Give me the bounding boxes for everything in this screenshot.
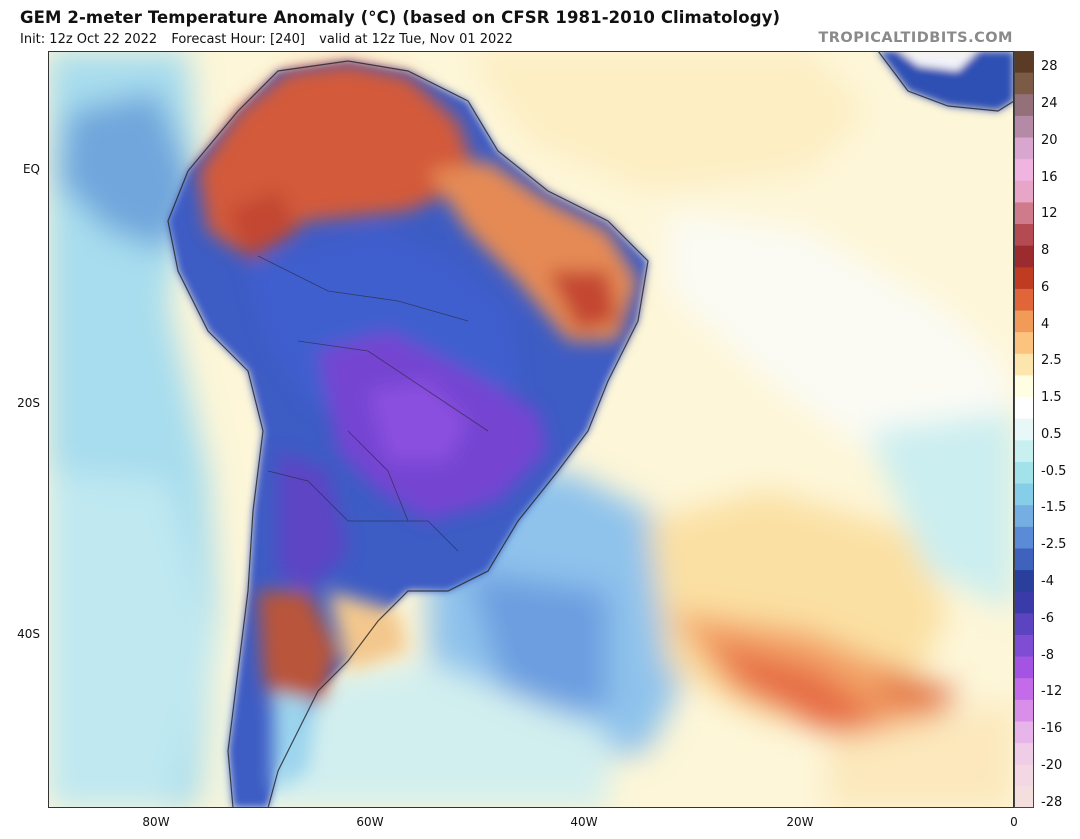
forecast-hour: Forecast Hour: [240] <box>171 32 306 47</box>
lat-label-40s: 40S <box>17 627 40 641</box>
colorbar-swatch <box>1014 267 1034 290</box>
colorbar-swatch <box>1014 764 1034 787</box>
colorbar-swatch <box>1014 310 1034 333</box>
lat-label-20s: 20S <box>17 396 40 410</box>
colorbar-label: 8 <box>1041 243 1050 259</box>
colorbar-label: -4 <box>1041 573 1054 589</box>
colorbar-swatch <box>1014 548 1034 571</box>
colorbar-swatch <box>1014 418 1034 441</box>
colorbar-label: -0.5 <box>1041 463 1067 479</box>
colorbar-swatch <box>1014 137 1034 160</box>
colorbar-swatch <box>1014 51 1034 74</box>
colorbar-swatch <box>1014 375 1034 398</box>
africa-corner <box>878 51 1014 111</box>
lon-label-0: 0 <box>1010 815 1018 829</box>
colorbar-swatch <box>1014 461 1034 485</box>
colorbar-label: -1.5 <box>1041 500 1067 516</box>
lat-label-eq: EQ <box>22 162 40 176</box>
colorbar-label: 28 <box>1041 59 1058 75</box>
anomaly-map <box>48 51 1014 808</box>
colorbar-label: -20 <box>1041 757 1063 773</box>
colorbar-label: -16 <box>1041 721 1063 737</box>
colorbar-swatch <box>1014 332 1034 355</box>
colorbar-swatch <box>1014 440 1034 463</box>
colorbar-label: 1.5 <box>1041 390 1062 406</box>
colorbar-swatch <box>1014 743 1034 766</box>
colorbar-swatch <box>1014 483 1034 506</box>
colorbar-swatch <box>1014 721 1034 744</box>
africa-coastline <box>877 51 1014 112</box>
map-title: GEM 2-meter Temperature Anomaly (°C) (ba… <box>20 8 781 27</box>
colorbar-label: -2.5 <box>1041 537 1067 553</box>
colorbar-swatch <box>1014 526 1034 549</box>
site-credit: TROPICALTIDBITS.COM <box>818 30 1013 46</box>
colorbar-label: 20 <box>1041 132 1058 148</box>
colorbar-swatch <box>1014 613 1034 636</box>
colorbar-swatch <box>1014 72 1034 95</box>
colorbar-swatch <box>1014 699 1034 722</box>
colorbar-swatch <box>1014 115 1034 139</box>
colorbar-swatch <box>1014 159 1034 182</box>
colorbar-swatch <box>1014 656 1034 679</box>
colorbar-swatch <box>1014 591 1034 614</box>
lon-label-40w: 40W <box>570 815 598 829</box>
map-subtitle: Init: 12z Oct 22 2022 Forecast Hour: [24… <box>20 32 523 47</box>
colorbar-swatch <box>1014 94 1034 117</box>
colorbar-swatch <box>1014 224 1034 247</box>
colorbar-swatch <box>1014 180 1034 203</box>
colorbar <box>1014 51 1034 808</box>
colorbar-label: 12 <box>1041 206 1058 222</box>
colorbar-swatch <box>1014 678 1034 701</box>
colorbar-swatch <box>1014 786 1034 808</box>
lon-label-80w: 80W <box>142 815 170 829</box>
colorbar-label: 0.5 <box>1041 426 1062 442</box>
colorbar-swatch <box>1014 288 1034 312</box>
colorbar-label: -28 <box>1041 794 1063 810</box>
valid-time: valid at 12z Tue, Nov 01 2022 <box>319 32 513 47</box>
colorbar-swatch <box>1014 245 1034 268</box>
colorbar-swatch <box>1014 353 1034 376</box>
colorbar-label: 4 <box>1041 316 1050 332</box>
init-time: Init: 12z Oct 22 2022 <box>20 32 158 47</box>
colorbar-label: -8 <box>1041 647 1054 663</box>
colorbar-label: 24 <box>1041 95 1058 111</box>
colorbar-swatch <box>1014 505 1034 528</box>
colorbar-label: 2.5 <box>1041 353 1062 369</box>
colorbar-swatch <box>1014 570 1034 593</box>
colorbar-label: -12 <box>1041 684 1063 700</box>
coastline <box>167 60 649 808</box>
lon-label-60w: 60W <box>356 815 384 829</box>
country-borders <box>257 255 489 552</box>
colorbar-swatch <box>1014 634 1034 658</box>
colorbar-label: -6 <box>1041 610 1054 626</box>
lon-label-20w: 20W <box>786 815 814 829</box>
colorbar-swatch <box>1014 397 1034 420</box>
colorbar-label: 16 <box>1041 169 1058 185</box>
colorbar-label: 6 <box>1041 279 1050 295</box>
colorbar-swatch <box>1014 202 1034 225</box>
